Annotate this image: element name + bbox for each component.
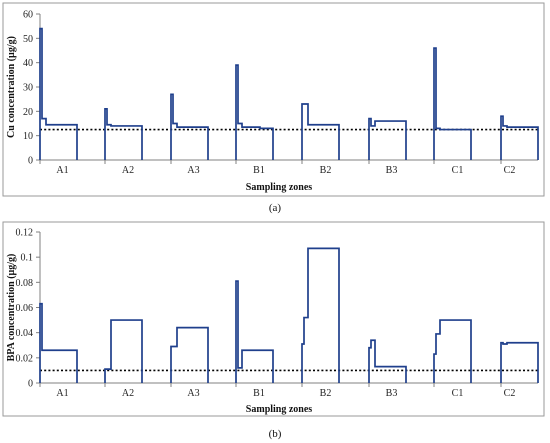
x-tick-label: A2 [122, 165, 134, 176]
x-tick-label: B1 [253, 388, 265, 399]
y-tick-label: 60 [23, 10, 33, 21]
x-tick-label: C1 [452, 388, 464, 399]
y-tick-label: 0.02 [16, 353, 34, 364]
x-tick-label: C2 [504, 388, 516, 399]
x-tick-label: C1 [452, 165, 464, 176]
y-axis-title: BPA concentration (µg/g) [6, 254, 17, 362]
x-tick-label: A3 [187, 165, 199, 176]
y-tick-label: 40 [23, 58, 33, 69]
figure-caption: (a) [269, 202, 282, 214]
y-tick-label: 0 [28, 379, 33, 390]
y-tick-label: 0 [28, 156, 33, 167]
x-tick-label: B1 [253, 165, 265, 176]
figure-caption: (b) [269, 428, 282, 440]
y-tick-label: 0.04 [16, 328, 34, 339]
y-tick-label: 0.1 [21, 253, 34, 264]
chart-b: 0 0.02 0.04 0.06 0.08 0.1 0.12 A1 A2 A3 B1 B2 B3 C1 C2… [3, 222, 544, 440]
y-tick-label: 0.06 [16, 303, 34, 314]
y-tick-label: 30 [23, 83, 33, 94]
y-tick-label: 10 [23, 131, 33, 142]
x-tick-label: C2 [504, 165, 516, 176]
x-tick-label: B2 [320, 388, 332, 399]
x-axis-title: Sampling zones [246, 404, 313, 415]
x-tick-label: B3 [386, 165, 398, 176]
y-tick-label: 50 [23, 34, 33, 45]
x-tick-label: B2 [320, 165, 332, 176]
y-tick-label: 0.12 [16, 228, 34, 239]
x-tick-label: A3 [187, 388, 199, 399]
x-axis-title: Sampling zones [246, 182, 313, 193]
y-tick-label: 20 [23, 107, 33, 118]
chart-frame [3, 222, 544, 416]
x-tick-label: A1 [56, 388, 68, 399]
x-tick-label: A2 [122, 388, 134, 399]
y-axis-title: Cu concentration (µg/g) [6, 36, 17, 138]
chart-a: 0 10 20 30 40 50 60 A1 A2 A3 B1 B2 B3 C1 C2 Sampling zo… [3, 3, 544, 214]
x-tick-label: A1 [56, 165, 68, 176]
y-tick-label: 0.08 [16, 278, 34, 289]
x-tick-label: B3 [386, 388, 398, 399]
